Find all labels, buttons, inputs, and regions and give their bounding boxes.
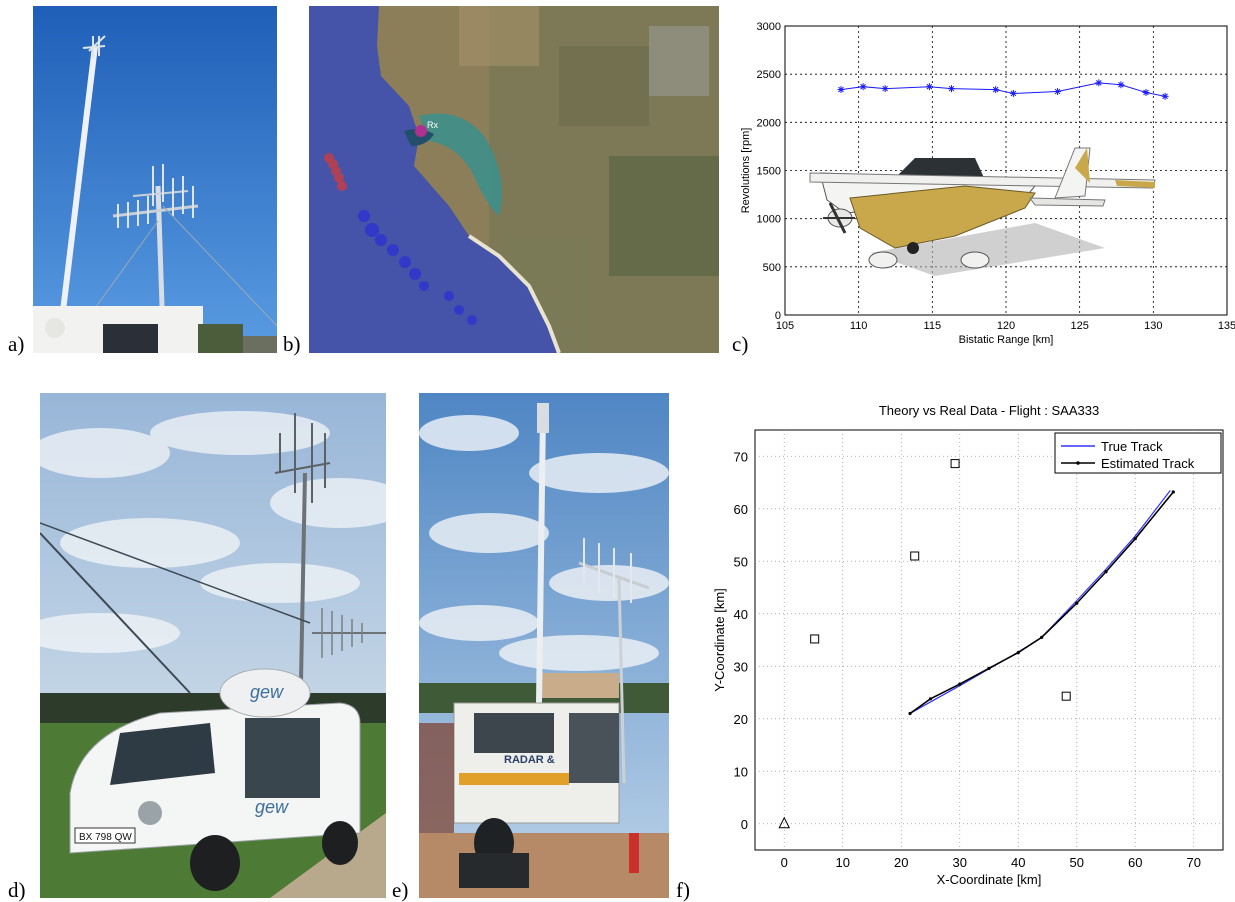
y-tick-label: 500 [763, 262, 781, 274]
x-tick-label: 50 [1070, 855, 1084, 870]
estimated-track-point [1133, 537, 1137, 541]
receiver-marker [778, 816, 791, 829]
data-point [1009, 89, 1017, 97]
x-tick-label: 130 [1144, 320, 1162, 332]
data-point [1054, 88, 1062, 96]
data-point [925, 83, 933, 91]
x-tick-label: 40 [1011, 855, 1025, 870]
photo-e-radar-trailer: RADAR & [419, 393, 669, 898]
estimated-track-point [1040, 635, 1044, 639]
x-tick-label: 70 [1187, 855, 1201, 870]
x-tick-label: 30 [953, 855, 967, 870]
data-point [1142, 88, 1150, 96]
estimated-track-point [928, 697, 933, 701]
x-tick-label: 135 [1218, 320, 1235, 332]
panel-label-f: f) [676, 878, 690, 902]
legend-marker [1076, 461, 1080, 465]
estimated-track-point [908, 711, 912, 716]
y-tick-label: 2000 [757, 117, 781, 129]
flight-track-chart: 0 10 20 30 40 50 60 70 0 10 20 30 40 50 60 70 Theory vs … [712, 403, 1224, 887]
chart-legend: True Track Estimated Track [1054, 432, 1222, 474]
estimated-track-point [1016, 651, 1020, 655]
y-tick-label: 0 [741, 817, 748, 832]
trailer-text: RADAR & [504, 754, 555, 766]
data-point [1161, 92, 1169, 100]
panel-label-a: a) [8, 332, 25, 356]
estimated-track-point [1104, 570, 1108, 574]
transmitter-marker [950, 459, 960, 469]
y-tick-label: 30 [734, 659, 748, 674]
x-axis-label: X-Coordinate [km] [937, 872, 1042, 887]
legend-entry: True Track [1101, 439, 1163, 454]
panel-label-d: d) [8, 878, 26, 902]
estimated-track-line [909, 491, 1174, 715]
y-tick-label: 2500 [757, 69, 781, 81]
x-tick-label: 120 [997, 320, 1015, 332]
y-tick-label: 50 [734, 554, 748, 569]
data-point [992, 86, 1000, 94]
legend-box [1054, 432, 1222, 474]
y-axis-label: Revolutions [rpm] [740, 128, 752, 214]
data-point [947, 85, 955, 93]
transmitter-marker [1061, 691, 1071, 701]
cessna-aircraft-illustration [809, 147, 1156, 276]
data-point [1117, 81, 1125, 89]
transmitter-marker [910, 551, 920, 561]
estimated-track-point [958, 682, 962, 686]
data-point [1095, 79, 1103, 87]
panel-label-b: b) [283, 332, 301, 356]
license-plate: BX 798 QW [79, 832, 132, 843]
plot-area [754, 429, 1224, 851]
x-tick-label: 60 [1128, 855, 1142, 870]
x-tick-label: 125 [1070, 320, 1088, 332]
series-line [840, 82, 1166, 97]
data-point [859, 83, 867, 91]
y-tick-label: 1500 [757, 166, 781, 178]
x-axis-label: Bistatic Range [km] [959, 334, 1054, 346]
y-tick-label: 40 [734, 607, 748, 622]
map-b-satellite: Rx [309, 6, 719, 353]
photo-a-antenna-mast [33, 6, 277, 353]
y-tick-label: 0 [775, 310, 781, 322]
x-tick-label: 10 [836, 855, 850, 870]
y-tick-label: 3000 [757, 21, 781, 33]
x-tick-label: 115 [924, 320, 942, 332]
chart-title: Theory vs Real Data - Flight : SAA333 [879, 403, 1099, 418]
x-tick-label: 105 [776, 320, 794, 332]
y-tick-label: 20 [734, 712, 748, 727]
transmitter-marker [810, 634, 820, 644]
estimated-track-point [1171, 490, 1175, 494]
panel-label-c: c) [732, 332, 749, 356]
van-roof-logo: gew [250, 682, 284, 702]
x-tick-label: 110 [850, 320, 868, 332]
y-axis-label: Y-Coordinate [km] [712, 588, 727, 692]
y-tick-label: 60 [734, 502, 748, 517]
data-point [881, 85, 889, 93]
x-tick-label: 0 [781, 855, 788, 870]
panel-label-e: e) [392, 878, 409, 902]
photo-d-survey-van: gew gew BX 798 QW [40, 393, 386, 898]
y-tick-label: 70 [734, 449, 748, 464]
rx-label: Rx [427, 120, 438, 130]
legend-entry: Estimated Track [1101, 456, 1195, 471]
y-tick-label: 10 [734, 764, 748, 779]
rpm-vs-range-chart: 105 110 115 120 125 130 135 0 500 1000 1500 2000 250… [740, 21, 1235, 346]
x-tick-label: 20 [894, 855, 908, 870]
estimated-track-point [987, 666, 991, 670]
y-tick-label: 1000 [757, 214, 781, 226]
data-point [837, 86, 845, 94]
van-side-logo: gew [255, 797, 289, 817]
estimated-track-point [1075, 601, 1079, 605]
